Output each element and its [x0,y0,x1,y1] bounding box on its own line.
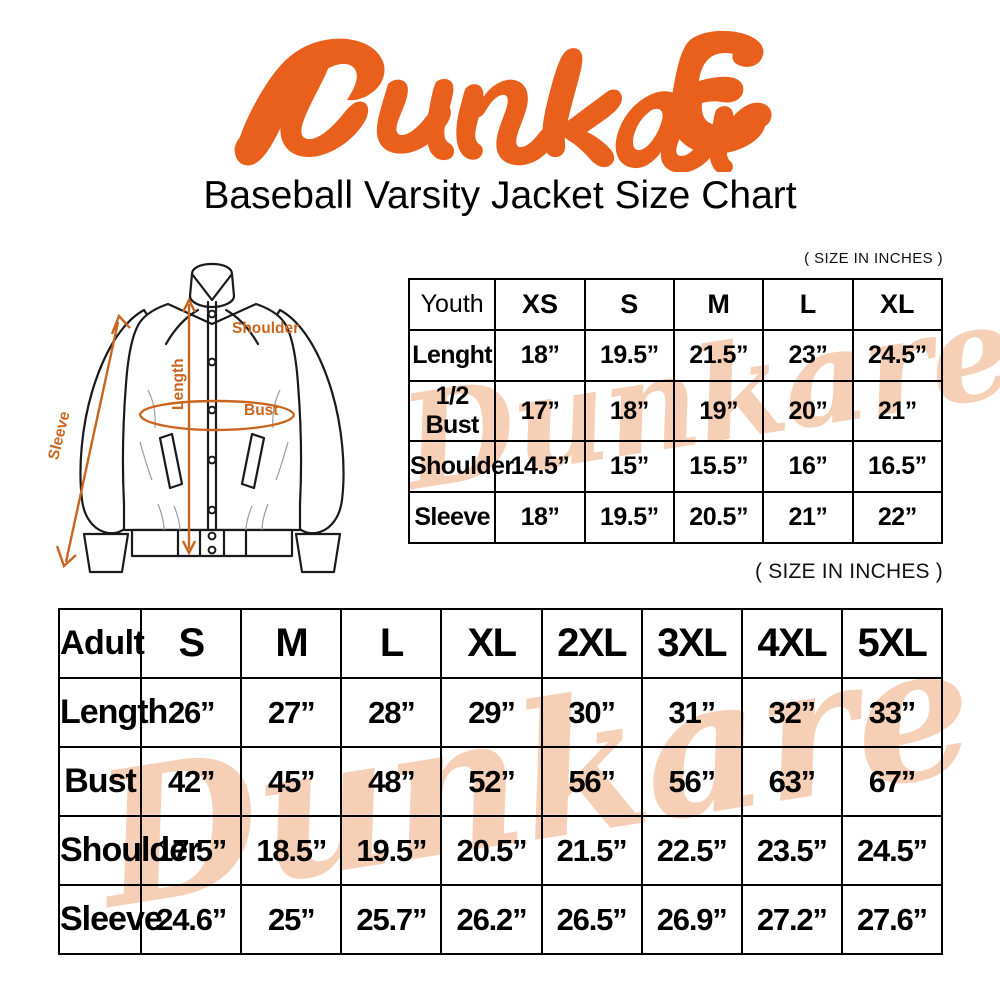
adult-cell-length-xl: 29” [440,677,543,748]
youth-cell-half-bust-xl: 21” [851,380,944,442]
diagram-label-length: Length [170,358,187,410]
table-header-row: Adult S M L XL 2XL 3XL 4XL 5XL [57,608,944,679]
youth-size-header-xs: XS [494,278,586,331]
youth-cell-sleeve-s: 19.5” [583,491,675,544]
adult-cell-bust-5xl: 67” [840,746,944,817]
youth-cell-shoulder-l: 16” [762,440,854,493]
adult-cell-shoulder-m: 18.5” [240,815,343,886]
adult-row-label-length: Length [57,677,168,748]
adult-cell-sleeve-xl: 26.2” [440,884,543,955]
adult-cell-bust-l: 48” [340,746,443,817]
table-row: Lenght 18” 19.5” 21.5” 23” 24.5” [407,329,944,382]
youth-row-label-half-bust: 1/2 Bust [407,380,497,442]
table-row: Bust 42” 45” 48” 52” 56” 56” 63” 67” [57,746,944,817]
adult-size-unit-caption: ( SIZE IN INCHES ) [755,560,943,583]
table-header-row: Youth XS S M L XL [407,278,944,331]
adult-cell-length-s: 26” [140,677,243,748]
adult-cell-sleeve-l: 25.7” [340,884,443,955]
adult-size-header-2xl: 2XL [540,608,643,679]
youth-cell-half-bust-xs: 17” [494,380,586,442]
adult-cell-bust-3xl: 56” [640,746,743,817]
table-row: Length 26” 27” 28” 29” 30” 31” 32” 33” [57,677,944,748]
table-row: Sleeve 24.6” 25” 25.7” 26.2” 26.5” 26.9”… [57,884,944,955]
adult-cell-length-2xl: 30” [540,677,643,748]
youth-cell-shoulder-s: 15” [583,440,675,493]
youth-row-label-sleeve: Sleeve [407,491,497,544]
adult-cell-length-m: 27” [240,677,343,748]
adult-cell-shoulder-3xl: 22.5” [640,815,743,886]
adult-cell-length-l: 28” [340,677,443,748]
youth-size-header-m: M [672,278,765,331]
adult-cell-length-4xl: 32” [740,677,843,748]
youth-cell-length-s: 19.5” [583,329,675,382]
adult-row-label-shoulder: Shoulder [57,815,200,886]
adult-size-header-5xl: 5XL [840,608,944,679]
youth-cell-shoulder-m: 15.5” [672,440,765,493]
adult-size-header-m: M [240,608,343,679]
youth-row-label-length: Lenght [407,329,497,382]
youth-size-table: Youth XS S M L XL Lenght 18” 19.5” 21.5”… [407,278,944,544]
youth-cell-shoulder-xs: 14.5” [494,440,586,493]
youth-cell-half-bust-l: 20” [762,380,854,442]
youth-cell-length-l: 23” [762,329,854,382]
adult-cell-sleeve-2xl: 26.5” [540,884,643,955]
jacket-measurement-diagram: Shoulder Bust Length Sleeve [48,252,400,597]
adult-cell-sleeve-m: 25” [240,884,343,955]
adult-cell-bust-m: 45” [240,746,343,817]
adult-size-header-l: L [340,608,443,679]
adult-cell-sleeve-4xl: 27.2” [740,884,843,955]
adult-cell-shoulder-2xl: 21.5” [540,815,643,886]
youth-corner-label: Youth [407,278,497,331]
adult-size-header-s: S [140,608,243,679]
adult-size-header-xl: XL [440,608,543,679]
youth-size-header-xl: XL [851,278,944,331]
youth-row-label-shoulder: Shoulder [407,440,514,493]
adult-row-label-sleeve: Sleeve [57,884,163,955]
adult-cell-shoulder-xl: 20.5” [440,815,543,886]
adult-cell-bust-4xl: 63” [740,746,843,817]
table-row: Sleeve 18” 19.5” 20.5” 21” 22” [407,491,944,544]
youth-size-header-l: L [762,278,854,331]
youth-cell-shoulder-xl: 16.5” [851,440,944,493]
youth-cell-length-xl: 24.5” [851,329,944,382]
adult-cell-bust-s: 42” [140,746,243,817]
youth-cell-sleeve-m: 20.5” [672,491,765,544]
youth-cell-half-bust-m: 19” [672,380,765,442]
adult-cell-shoulder-s: 17.5” [140,815,243,886]
adult-cell-length-3xl: 31” [640,677,743,748]
table-row: Shoulder 17.5” 18.5” 19.5” 20.5” 21.5” 2… [57,815,944,886]
adult-cell-sleeve-5xl: 27.6” [840,884,944,955]
adult-cell-bust-xl: 52” [440,746,543,817]
youth-cell-sleeve-l: 21” [762,491,854,544]
adult-cell-bust-2xl: 56” [540,746,643,817]
page-title: Baseball Varsity Jacket Size Chart [203,174,797,217]
header: Baseball Varsity Jacket Size Chart [0,0,1000,218]
youth-cell-length-xs: 18” [494,329,586,382]
adult-row-label-bust: Bust [57,746,143,817]
diagram-label-bust: Bust [244,402,278,419]
youth-cell-half-bust-s: 18” [583,380,675,442]
youth-cell-sleeve-xs: 18” [494,491,586,544]
table-row: 1/2 Bust 17” 18” 19” 20” 21” [407,380,944,442]
youth-cell-length-m: 21.5” [672,329,765,382]
adult-size-header-3xl: 3XL [640,608,743,679]
adult-cell-sleeve-3xl: 26.9” [640,884,743,955]
youth-size-unit-caption: ( SIZE IN INCHES ) [804,250,943,267]
youth-cell-sleeve-xl: 22” [851,491,944,544]
diagram-label-shoulder: Shoulder [232,320,299,337]
adult-cell-shoulder-l: 19.5” [340,815,443,886]
adult-cell-length-5xl: 33” [840,677,944,748]
adult-cell-shoulder-5xl: 24.5” [840,815,944,886]
adult-corner-label: Adult [57,608,145,679]
dunkare-logo [0,22,1000,172]
table-row: Shoulder 14.5” 15” 15.5” 16” 16.5” [407,440,944,493]
diagram-label-sleeve: Sleeve [48,409,74,461]
adult-cell-sleeve-s: 24.6” [140,884,243,955]
adult-size-table: Adult S M L XL 2XL 3XL 4XL 5XL Length 26… [57,608,944,955]
adult-size-header-4xl: 4XL [740,608,843,679]
adult-cell-shoulder-4xl: 23.5” [740,815,843,886]
youth-size-header-s: S [583,278,675,331]
